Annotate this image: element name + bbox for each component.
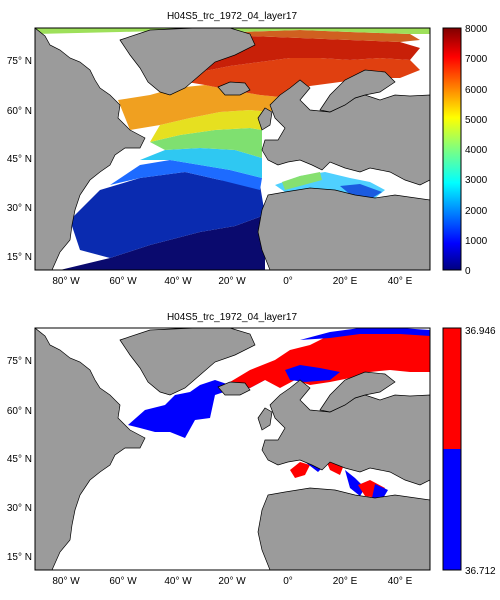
colorbar-gradient xyxy=(442,27,462,271)
colorbar-tick-label: 7000 xyxy=(465,54,488,65)
panel-title: H04S5_trc_1972_04_layer17 xyxy=(167,312,298,323)
lat-tick-label: 60° N xyxy=(7,106,32,117)
colorbar-blue-half xyxy=(443,449,461,570)
lat-ticks: 75° N 60° N 45° N 30° N 15° N xyxy=(7,356,32,563)
colorbar-red-half xyxy=(443,328,461,449)
lon-tick-label: 0° xyxy=(283,276,293,287)
panel-title: H04S5_trc_1972_04_layer17 xyxy=(167,11,298,22)
lat-tick-label: 45° N xyxy=(7,454,32,465)
lon-tick-label: 40° E xyxy=(388,576,413,587)
colorbar-frame xyxy=(442,327,462,571)
land xyxy=(35,28,430,270)
lat-tick-label: 30° N xyxy=(7,503,32,514)
colorbar-tick-label: 5000 xyxy=(465,115,488,126)
land-north-america xyxy=(35,28,146,270)
land-uk xyxy=(257,407,273,431)
lon-tick-label: 20° E xyxy=(333,576,358,587)
lon-tick-label: 60° W xyxy=(109,276,137,287)
lon-tick-label: 40° W xyxy=(164,276,192,287)
lat-tick-label: 15° N xyxy=(7,552,32,563)
lat-tick-label: 60° N xyxy=(7,406,32,417)
land-greenland xyxy=(119,28,256,96)
land-africa xyxy=(257,187,430,270)
lat-tick-label: 75° N xyxy=(7,356,32,367)
colorbar-tick-label: 8000 xyxy=(465,24,488,35)
lon-tick-label: 20° W xyxy=(218,276,246,287)
lon-ticks: 80° W 60° W 40° W 20° W 0° 20° E 40° E xyxy=(52,576,412,587)
lat-tick-label: 75° N xyxy=(7,56,32,67)
colorbar-min-label: 36.712 xyxy=(465,566,496,577)
lon-tick-label: 20° W xyxy=(218,576,246,587)
land-north-america xyxy=(35,328,146,570)
colorbar-tick-label: 4000 xyxy=(465,145,488,156)
map-frame xyxy=(34,327,431,571)
land-uk xyxy=(257,107,273,131)
map-area xyxy=(35,28,430,270)
colorbar-max-label: 36.946 xyxy=(465,326,496,337)
lon-tick-label: 40° W xyxy=(164,576,192,587)
colorbar: 36.946 36.712 xyxy=(442,326,496,577)
lat-tick-label: 45° N xyxy=(7,154,32,165)
panel-top: H04S5_trc_1972_04_layer17 xyxy=(7,11,488,287)
land-iceland xyxy=(217,381,251,396)
land-scandinavia xyxy=(319,69,396,113)
land-africa xyxy=(257,487,430,570)
land-greenland xyxy=(119,328,256,396)
land-europe xyxy=(261,79,430,186)
land xyxy=(35,328,430,570)
lon-ticks: 80° W 60° W 40° W 20° W 0° 20° E 40° E xyxy=(52,276,412,287)
colorbar-tick-label: 3000 xyxy=(465,175,488,186)
colorbar-tick-label: 6000 xyxy=(465,85,488,96)
colorbar-tick-label: 1000 xyxy=(465,236,488,247)
colorbar: 0 1000 2000 3000 4000 5000 6000 7000 800… xyxy=(442,24,488,277)
panel-bottom: H04S5_trc_1972_04_layer17 xyxy=(7,312,496,587)
lon-tick-label: 80° W xyxy=(52,576,80,587)
lon-tick-label: 40° E xyxy=(388,276,413,287)
lat-tick-label: 30° N xyxy=(7,203,32,214)
lon-tick-label: 60° W xyxy=(109,576,137,587)
land-europe xyxy=(261,379,430,486)
map-area xyxy=(35,328,430,570)
lon-tick-label: 80° W xyxy=(52,276,80,287)
map-frame xyxy=(34,27,431,271)
land-iceland xyxy=(217,81,251,96)
lat-ticks: 75° N 60° N 45° N 30° N 15° N xyxy=(7,56,32,263)
lon-tick-label: 20° E xyxy=(333,276,358,287)
lon-tick-label: 0° xyxy=(283,576,293,587)
land-scandinavia xyxy=(319,371,396,413)
colorbar-tick-label: 2000 xyxy=(465,206,488,217)
colorbar-tick-label: 0 xyxy=(465,266,471,277)
lat-tick-label: 15° N xyxy=(7,252,32,263)
